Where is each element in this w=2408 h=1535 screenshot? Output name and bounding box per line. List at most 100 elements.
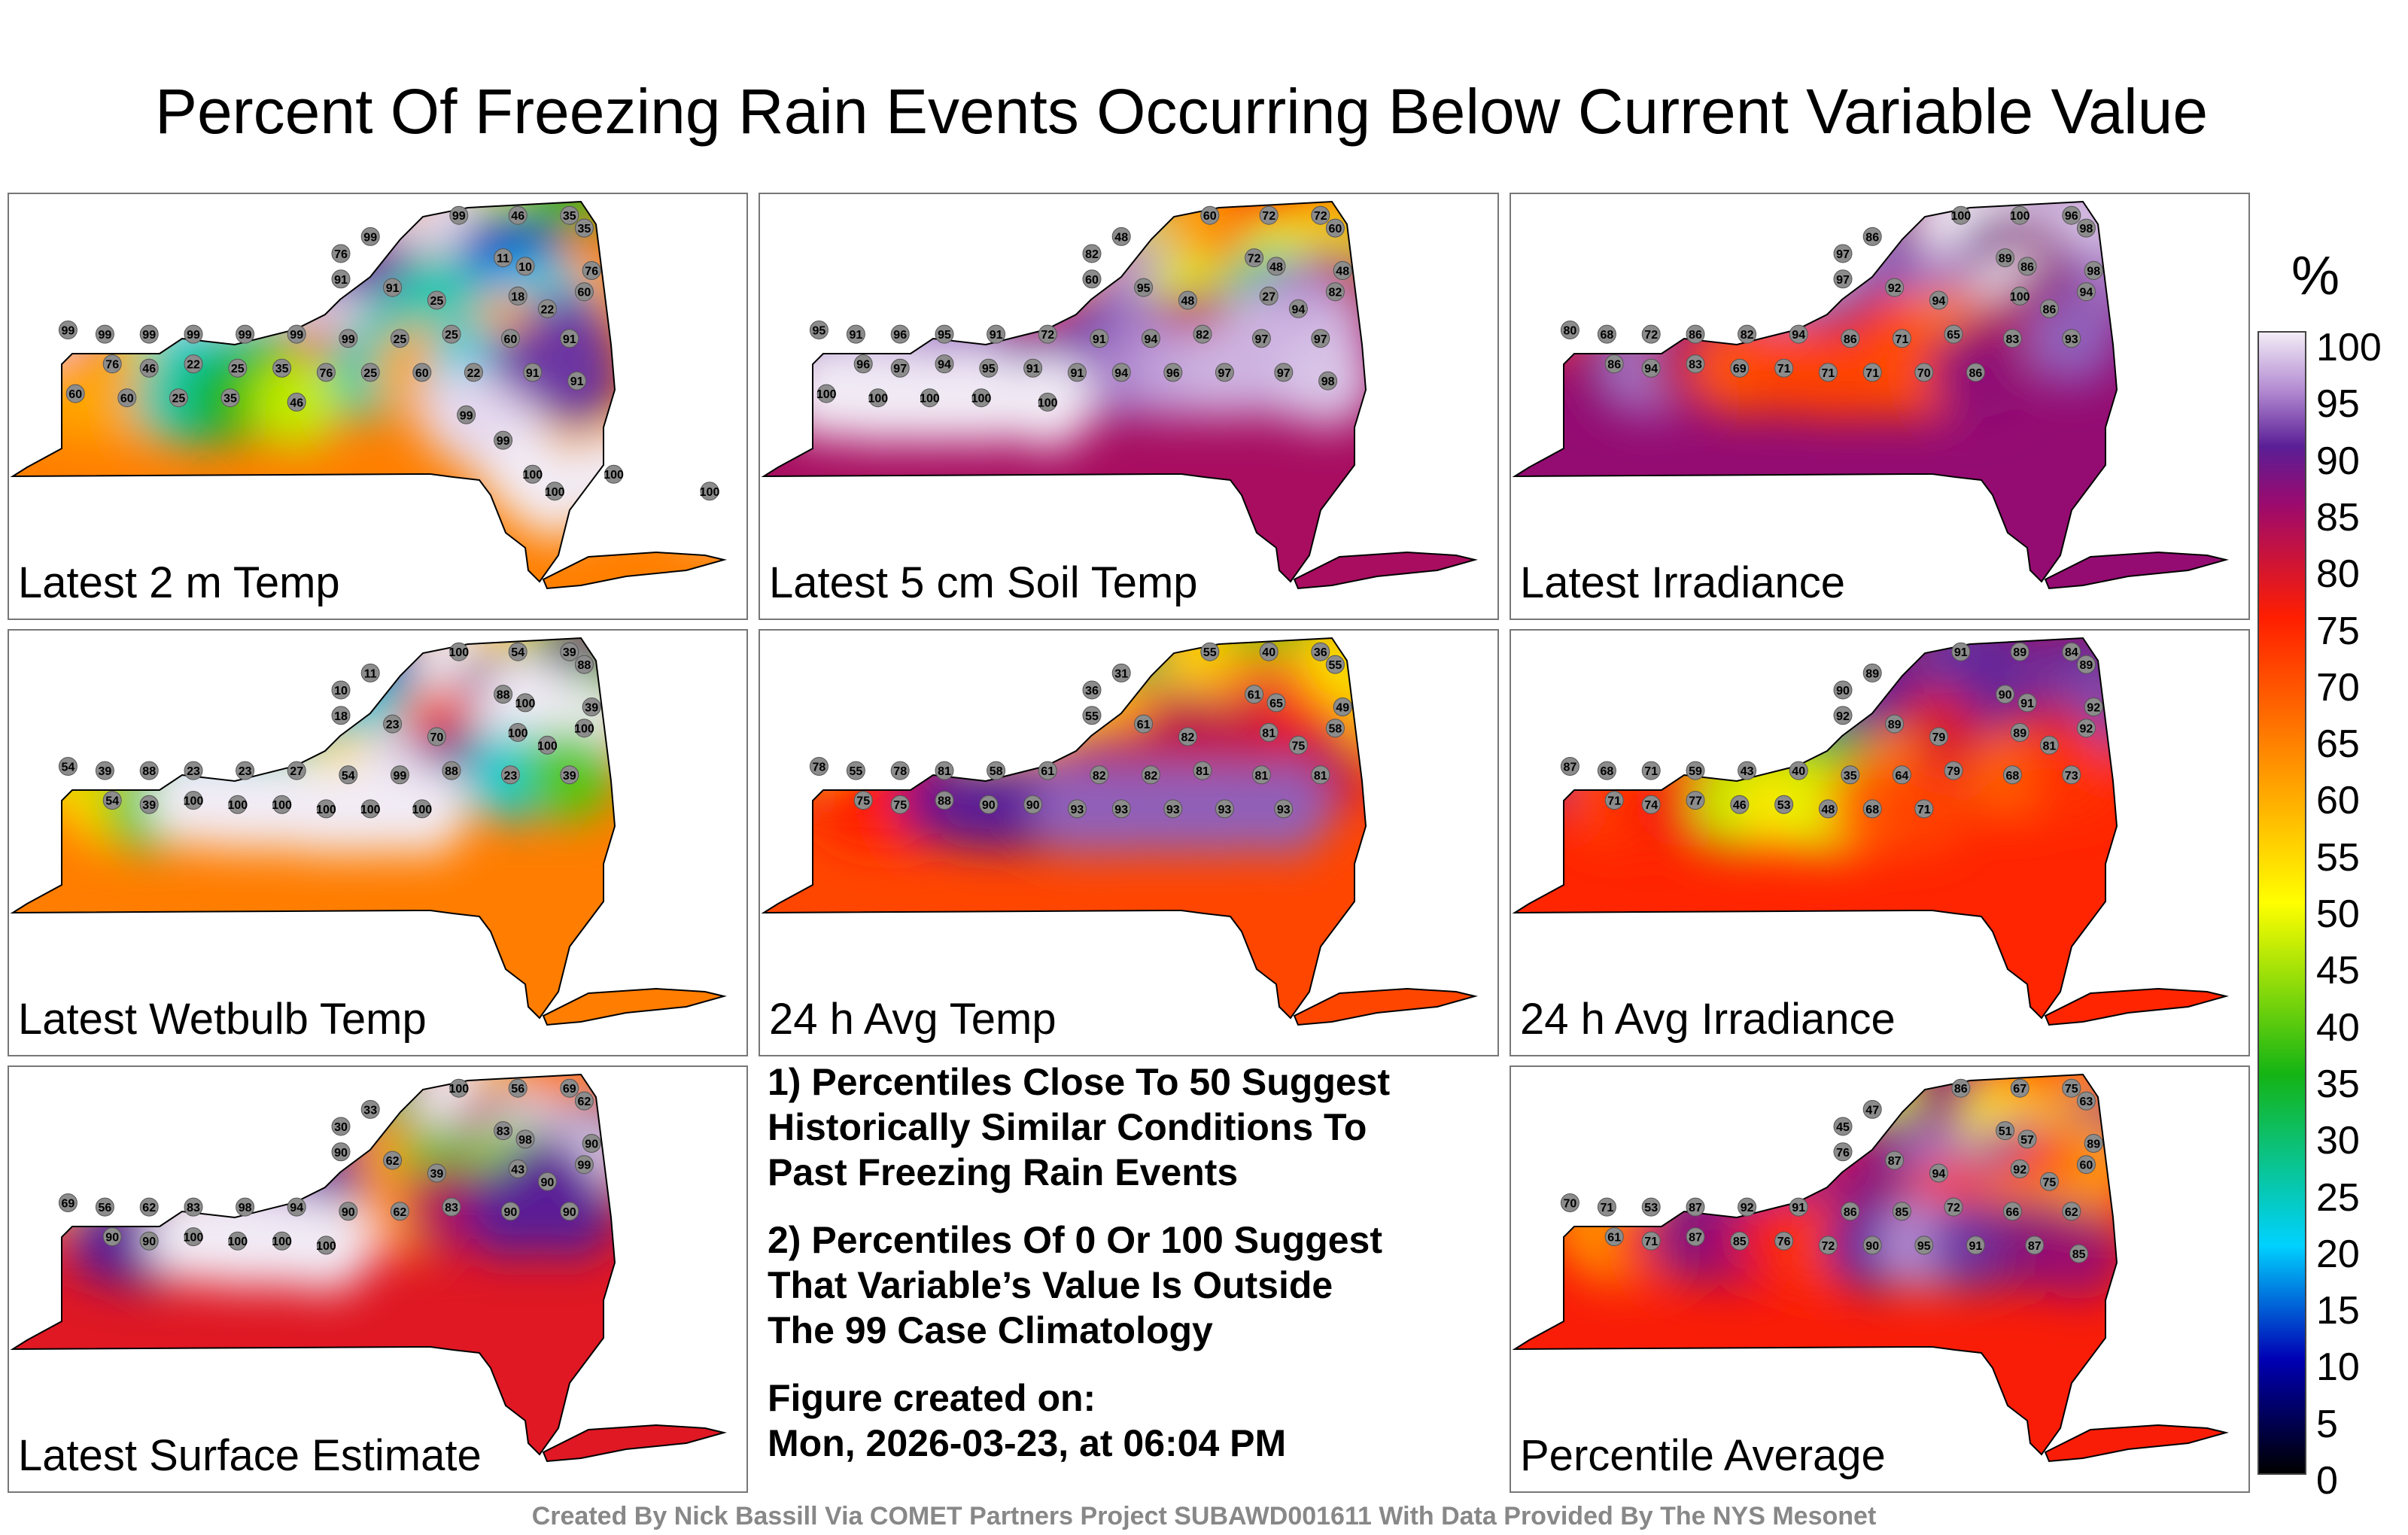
station-marker [442, 324, 461, 344]
station-value: 93 [1114, 804, 1128, 816]
station-value: 10 [518, 261, 532, 274]
station-value: 82 [1196, 329, 1209, 342]
station-value: 18 [511, 290, 524, 303]
station-marker [537, 1172, 557, 1191]
station-marker [508, 722, 528, 742]
station-marker [1259, 722, 1278, 742]
station-marker [1111, 226, 1131, 246]
station-marker [1141, 329, 1160, 348]
note-percentile-extremes: 2) Percentiles Of 0 Or 100 Suggest That … [768, 1219, 1382, 1351]
station-marker [508, 1159, 528, 1178]
station-marker [935, 761, 954, 780]
station-value: 23 [239, 765, 252, 778]
station-marker [508, 205, 528, 225]
percentile-field [1515, 1074, 2226, 1461]
station-marker [816, 384, 836, 403]
station-value: 69 [62, 1197, 75, 1210]
station-marker [1885, 714, 1905, 734]
station-value: 94 [1932, 1168, 1946, 1181]
station-marker [383, 278, 403, 297]
station-marker [1193, 761, 1212, 780]
station-value: 71 [1896, 333, 1909, 346]
station-marker [979, 358, 999, 378]
station-marker [1178, 727, 1197, 746]
station-marker [560, 642, 579, 661]
station-value: 75 [2043, 1176, 2057, 1189]
station-marker [390, 765, 409, 785]
station-value: 54 [511, 646, 524, 659]
station-marker [1325, 719, 1345, 738]
station-value: 81 [1314, 770, 1327, 783]
station-value: 83 [2006, 333, 2020, 346]
station-marker [1259, 205, 1278, 225]
station-value: 95 [982, 363, 996, 375]
station-marker [500, 1202, 520, 1221]
station-value: 88 [445, 765, 458, 778]
colorbar-tick: 50 [2316, 892, 2360, 936]
station-value: 94 [938, 359, 951, 372]
station-marker [2039, 1172, 2059, 1191]
station-value: 62 [2065, 1206, 2078, 1219]
colorbar-tick: 100 [2316, 326, 2382, 369]
station-marker [1686, 354, 1705, 374]
station-value: 90 [563, 1206, 576, 1219]
station-marker [1951, 1078, 1971, 1098]
station-marker [508, 1078, 528, 1098]
station-value: 100 [1950, 210, 1971, 223]
station-marker [2084, 261, 2103, 281]
station-marker [508, 286, 528, 305]
station-value: 46 [511, 210, 524, 223]
station-value: 91 [1093, 333, 1106, 346]
station-marker [890, 795, 910, 814]
station-marker [560, 765, 579, 785]
station-value: 96 [2065, 210, 2078, 223]
station-marker [515, 257, 535, 276]
station-marker [331, 706, 351, 725]
state-outline [10, 200, 616, 583]
station-value: 39 [430, 1168, 444, 1181]
station-marker [1604, 1227, 1624, 1247]
station-value: 98 [518, 1134, 532, 1147]
station-marker [2002, 1202, 2022, 1221]
station-marker [567, 371, 587, 391]
station-marker [979, 795, 999, 814]
station-value: 97 [1836, 248, 1850, 261]
station-marker [560, 1078, 579, 1098]
station-value: 35 [223, 393, 237, 406]
station-value: 72 [1947, 1202, 1960, 1214]
station-marker [1862, 363, 1882, 382]
station-marker [1730, 795, 1750, 814]
map-panel-latest-2m-temp: 99 46 35 35 76 99 76 11 10 60 91 91 25 18 22 99 99 99 99 99… [8, 193, 748, 620]
station-value: 63 [2080, 1096, 2093, 1108]
station-value: 95 [1917, 1240, 1931, 1253]
station-marker [383, 1150, 403, 1170]
long-island-outline [542, 551, 727, 590]
station-value: 91 [850, 329, 863, 342]
station-value: 87 [1564, 761, 1577, 774]
station-marker [228, 1231, 248, 1251]
station-marker [427, 290, 446, 310]
station-value: 97 [1218, 367, 1232, 380]
station-value: 48 [1336, 266, 1349, 278]
station-marker [500, 329, 520, 348]
station-marker [1686, 1227, 1705, 1247]
station-marker [1274, 799, 1294, 819]
station-marker [2069, 1244, 2089, 1263]
station-value: 56 [99, 1202, 112, 1214]
station-value: 25 [172, 393, 186, 406]
station-value: 39 [142, 799, 156, 812]
station-value: 88 [938, 795, 951, 808]
station-marker [1111, 799, 1131, 819]
station-value: 100 [316, 804, 336, 816]
station-value: 25 [231, 363, 245, 375]
station-marker [2062, 329, 2081, 348]
station-marker [1841, 329, 1860, 348]
station-marker [537, 299, 557, 318]
long-island-outline [2044, 1424, 2229, 1463]
station-value: 82 [1145, 770, 1158, 783]
station-marker [1318, 371, 1338, 391]
station-marker [287, 761, 306, 780]
station-value: 89 [2087, 1138, 2100, 1151]
station-marker [236, 1197, 255, 1217]
